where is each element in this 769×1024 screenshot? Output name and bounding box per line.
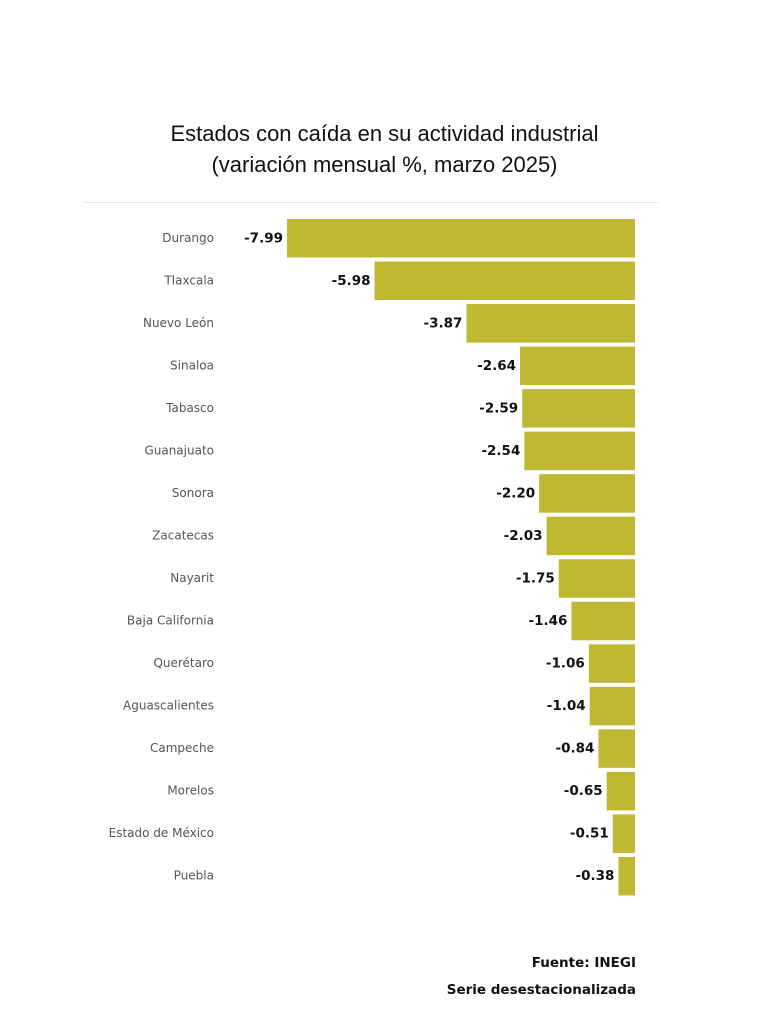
bar bbox=[287, 219, 635, 258]
chart-title-block: Estados con caída en su actividad indust… bbox=[0, 118, 769, 180]
category-label: Morelos bbox=[167, 784, 214, 798]
value-label: -2.54 bbox=[481, 443, 520, 459]
value-label: -2.64 bbox=[477, 358, 516, 374]
bar bbox=[571, 601, 635, 641]
category-label: Durango bbox=[162, 231, 214, 245]
category-label: Puebla bbox=[174, 869, 214, 883]
bar bbox=[466, 304, 635, 343]
bar bbox=[618, 856, 635, 896]
value-label: -0.84 bbox=[555, 741, 594, 757]
bar bbox=[612, 814, 635, 853]
category-label: Querétaro bbox=[153, 656, 214, 670]
bar bbox=[539, 474, 635, 513]
bar bbox=[524, 431, 635, 471]
bar bbox=[546, 516, 635, 556]
chart-subtitle: (variación mensual %, marzo 2025) bbox=[211, 152, 558, 177]
bar bbox=[520, 346, 635, 386]
chart-title: Estados con caída en su actividad indust… bbox=[170, 121, 599, 146]
value-label: -2.20 bbox=[496, 485, 535, 501]
bar bbox=[606, 771, 635, 811]
bar bbox=[588, 644, 635, 683]
chart-footer: Fuente: INEGI Serie desestacionalizada bbox=[447, 950, 636, 1004]
category-label: Estado de México bbox=[109, 826, 214, 840]
bar bbox=[589, 686, 635, 726]
category-label: Aguascalientes bbox=[123, 699, 214, 713]
value-label: -5.98 bbox=[332, 273, 371, 289]
bar bbox=[522, 389, 635, 428]
series-note: Serie desestacionalizada bbox=[446, 982, 636, 998]
value-label: -0.65 bbox=[564, 783, 603, 799]
value-label: -1.75 bbox=[516, 570, 555, 586]
category-label: Tabasco bbox=[165, 401, 214, 415]
value-label: -0.51 bbox=[570, 826, 609, 842]
value-label: -1.46 bbox=[528, 613, 567, 629]
value-label: -0.38 bbox=[576, 868, 615, 884]
bar bbox=[558, 559, 635, 598]
bar bbox=[598, 729, 635, 768]
value-label: -3.87 bbox=[424, 315, 463, 331]
bar bbox=[374, 261, 635, 301]
value-label: -1.06 bbox=[546, 656, 585, 672]
source-note: Fuente: INEGI bbox=[531, 955, 636, 971]
category-label: Nuevo León bbox=[143, 316, 214, 330]
category-label: Campeche bbox=[150, 741, 214, 755]
category-label: Sinaloa bbox=[170, 358, 214, 372]
value-label: -7.99 bbox=[244, 230, 283, 246]
value-label: -1.04 bbox=[547, 698, 586, 714]
category-label: Tlaxcala bbox=[163, 273, 214, 287]
category-label: Baja California bbox=[127, 614, 214, 628]
category-label: Nayarit bbox=[170, 571, 214, 585]
title-divider bbox=[82, 202, 658, 203]
category-label: Zacatecas bbox=[152, 528, 214, 542]
value-label: -2.03 bbox=[504, 528, 543, 544]
category-label: Guanajuato bbox=[144, 443, 214, 457]
value-label: -2.59 bbox=[479, 400, 518, 416]
category-label: Sonora bbox=[172, 486, 214, 500]
